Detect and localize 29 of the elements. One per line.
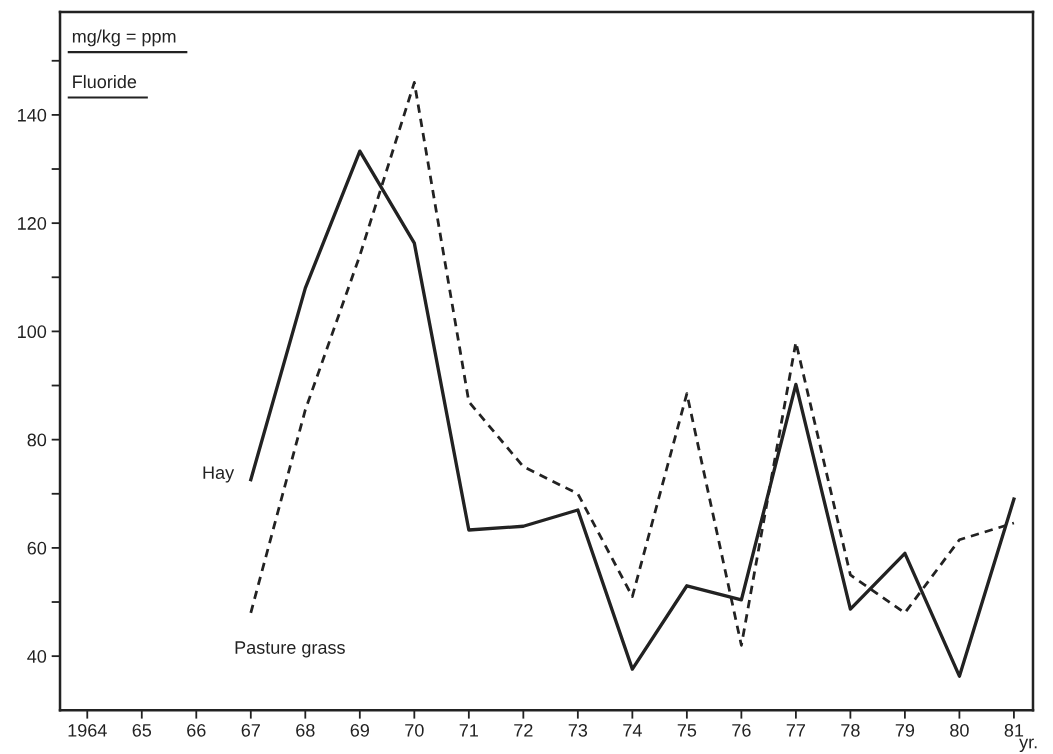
series-label: Pasture grass [235,641,345,658]
x-tick-label: 68 [296,723,315,737]
x-tick-label: 73 [568,723,588,737]
x-tick-label: 79 [895,723,915,737]
y-tick-label: 140 [18,108,47,122]
x-tick-label: 65 [132,723,152,737]
y-tick-label: 40 [27,650,47,663]
x-tick-label: 74 [623,724,642,737]
x-tick-label: 75 [677,724,697,737]
x-tick-label: 72 [514,723,533,737]
series-label: Hay [203,466,235,483]
y-tick-label: 80 [27,433,47,447]
x-axis-title: yr. [1019,738,1037,753]
x-tick-label: 77 [786,724,806,737]
x-tick-label: 78 [841,723,860,737]
text: Fluoride [73,74,137,89]
y-tick-label: 120 [18,217,47,230]
y-tick-label: 100 [18,325,47,339]
x-tick-label: 80 [950,723,969,737]
y-tick-label: 60 [27,541,47,555]
x-tick-label: 81 [1004,723,1024,737]
x-tick-label: 71 [459,724,478,737]
y-axis-title: mg/kg = ppm [72,29,176,47]
x-tick-label: 1964 [68,723,107,737]
x-tick-label: 66 [187,723,206,737]
x-tick-label: 70 [405,723,424,737]
x-tick-label: 76 [732,723,751,737]
x-tick-label: 67 [241,723,260,737]
x-tick-label: 69 [350,723,369,737]
